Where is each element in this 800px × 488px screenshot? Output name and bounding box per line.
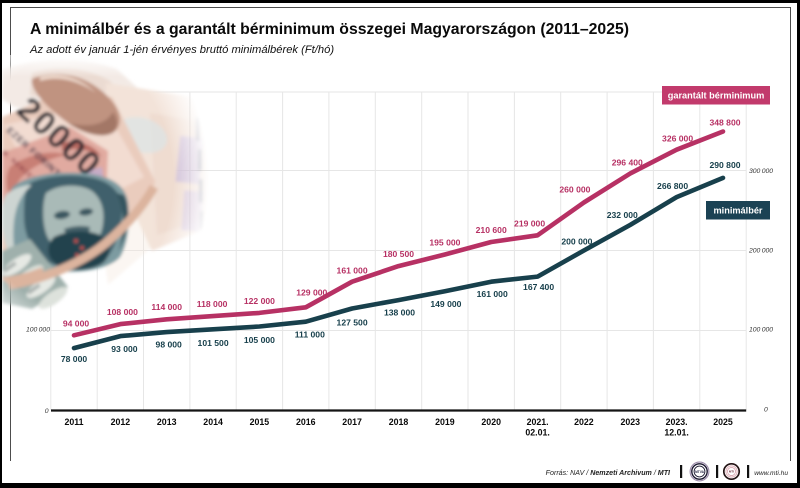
svg-text:210 600: 210 600	[476, 225, 507, 235]
svg-text:2021.: 2021.	[527, 417, 549, 427]
svg-text:138 000: 138 000	[384, 308, 415, 318]
svg-text:129 000: 129 000	[296, 287, 327, 297]
svg-text:114 000: 114 000	[151, 302, 182, 312]
svg-text:122 000: 122 000	[244, 296, 275, 306]
svg-text:93 000: 93 000	[111, 344, 138, 354]
svg-text:Forrás: NAV / Nemzeti Archivum: Forrás: NAV / Nemzeti Archivum / MTI	[546, 469, 671, 477]
svg-text:2016: 2016	[296, 417, 316, 427]
svg-text:www.mti.hu: www.mti.hu	[754, 470, 788, 477]
svg-text:100 000: 100 000	[749, 327, 773, 334]
svg-text:minimálbér: minimálbér	[713, 206, 762, 216]
svg-text:2017: 2017	[342, 417, 362, 427]
svg-text:2014: 2014	[203, 417, 223, 427]
svg-text:161 000: 161 000	[337, 266, 368, 276]
svg-text:2025: 2025	[713, 417, 733, 427]
svg-text:200 000: 200 000	[561, 237, 592, 247]
svg-text:2012: 2012	[111, 417, 131, 427]
svg-text:260 000: 260 000	[559, 185, 590, 195]
svg-text:118 000: 118 000	[197, 299, 228, 309]
svg-text:180 500: 180 500	[383, 249, 414, 259]
svg-text:0: 0	[45, 408, 49, 415]
svg-text:149 000: 149 000	[430, 299, 461, 309]
svg-text:0: 0	[764, 407, 768, 414]
svg-text:111 000: 111 000	[295, 330, 325, 340]
svg-text:MTVA: MTVA	[695, 470, 704, 474]
svg-text:108 000: 108 000	[107, 307, 138, 317]
svg-text:12.01.: 12.01.	[664, 428, 688, 438]
svg-text:2020: 2020	[481, 417, 501, 427]
svg-text:2011: 2011	[64, 417, 83, 427]
svg-text:326 000: 326 000	[662, 134, 693, 144]
svg-text:2023: 2023	[621, 417, 641, 427]
svg-text:2015: 2015	[250, 417, 270, 427]
svg-text:296 400: 296 400	[612, 157, 643, 167]
svg-text:200 000: 200 000	[748, 248, 773, 255]
svg-text:290 800: 290 800	[709, 160, 740, 170]
svg-text:98 000: 98 000	[156, 340, 183, 350]
svg-text:195 000: 195 000	[429, 238, 460, 248]
svg-text:2013: 2013	[157, 417, 177, 427]
svg-text:167 400: 167 400	[523, 282, 554, 292]
svg-text:300 000: 300 000	[749, 168, 773, 175]
svg-text:127 500: 127 500	[337, 318, 368, 328]
svg-text:garantált bérminimum: garantált bérminimum	[668, 91, 765, 101]
svg-text:02.01.: 02.01.	[525, 428, 549, 438]
svg-text:MTI: MTI	[729, 470, 734, 474]
svg-text:2019: 2019	[435, 417, 455, 427]
svg-text:219 000: 219 000	[514, 218, 545, 228]
svg-text:94 000: 94 000	[63, 318, 90, 328]
svg-text:105 000: 105 000	[244, 335, 275, 345]
svg-text:2022: 2022	[574, 417, 594, 427]
svg-text:232 000: 232 000	[607, 210, 638, 220]
svg-text:100 000: 100 000	[26, 327, 50, 334]
svg-text:2023.: 2023.	[666, 417, 688, 427]
svg-text:78 000: 78 000	[61, 354, 88, 364]
svg-text:348 800: 348 800	[709, 118, 740, 128]
svg-text:266 800: 266 800	[657, 181, 688, 191]
svg-text:2018: 2018	[389, 417, 409, 427]
svg-text:161 000: 161 000	[477, 289, 508, 299]
svg-text:101 500: 101 500	[198, 338, 229, 348]
